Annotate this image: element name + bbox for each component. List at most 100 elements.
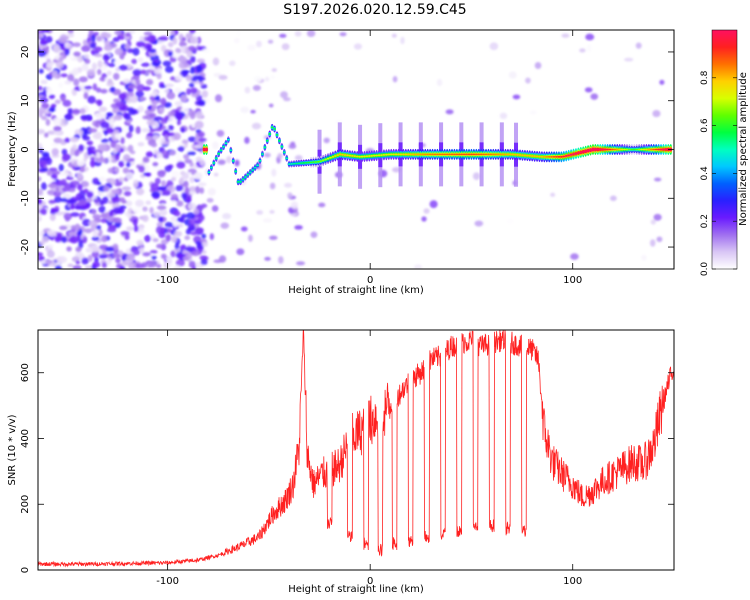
spectrogram-ridge-cell: [231, 159, 235, 162]
spectrogram-ridge-cell: [234, 170, 238, 173]
spectrogram-cell: [38, 107, 46, 115]
spectrogram-cell: [173, 220, 179, 228]
spectrogram-cell: [195, 218, 203, 224]
spectrogram-cell: [111, 196, 117, 204]
spectrogram-cell: [47, 229, 57, 237]
spectrogram-ridge-cell: [236, 180, 240, 183]
spectrogram-x-label: Height of straight line (km): [288, 285, 424, 296]
spectrogram-cell: [159, 209, 168, 216]
spectrogram-ridge-cell: [214, 157, 218, 160]
spectrogram-cell: [46, 62, 53, 69]
spectrogram-ridge-cell: [258, 159, 262, 162]
spectrogram-ridge-cell: [567, 154, 571, 157]
spectrogram-cell: [84, 85, 93, 90]
spectrogram-cell: [97, 143, 107, 151]
spectrogram-cell: [132, 218, 138, 226]
spectrogram-cell: [114, 154, 120, 161]
spectrogram-cell: [167, 110, 177, 119]
snr-y-ticks: 0 200 400 600: [20, 363, 674, 573]
spectrogram-cell: [83, 188, 89, 194]
spectrogram-cell: [175, 259, 185, 267]
spectrogram-ridge-cell: [494, 153, 498, 156]
spectrogram-cell: [173, 230, 183, 237]
spectrogram-cell: [126, 172, 134, 180]
spectrogram-ridge-cell: [399, 153, 403, 156]
spectrogram-cell: [64, 113, 73, 121]
spectrogram-ridge-cell: [350, 154, 354, 157]
spectrogram-cell: [174, 243, 180, 251]
spectrogram-ridge-cell: [226, 138, 230, 141]
spectrogram-ridge-cell: [572, 153, 575, 156]
spectrogram-cell: [69, 137, 79, 143]
colorbar-tick-label: 0.2: [700, 214, 710, 228]
spectrogram-cell: [240, 106, 250, 114]
spectrogram-cell: [233, 38, 240, 44]
spectrogram-ridge-cell: [307, 161, 311, 164]
spectrogram-cell: [414, 264, 423, 269]
spectrogram-cell: [93, 31, 99, 36]
spectrogram-cell: [283, 97, 291, 102]
spectrogram-cell: [653, 213, 662, 221]
spectrogram-cell: [109, 118, 114, 125]
spectrogram-cell: [278, 256, 284, 264]
snr-x-ticks: -100 0 100: [156, 330, 582, 587]
spectrogram-ridge-cell: [555, 155, 558, 158]
spectrogram-cell: [247, 44, 256, 51]
spectrogram-cell: [77, 183, 83, 191]
spectrogram-cell: [198, 137, 207, 143]
spectrogram-cell: [287, 192, 293, 199]
spectrogram-cell: [170, 250, 176, 258]
spectrogram-ridge-cell: [219, 149, 223, 152]
spectrogram-cell: [133, 224, 139, 233]
spectrogram-cell: [82, 236, 88, 244]
spectrogram-cell: [184, 235, 191, 240]
spectrogram-cell: [84, 58, 91, 65]
spectrogram-cell: [106, 70, 112, 76]
spectrogram-ridge-cell: [491, 153, 495, 156]
spectrogram-cell: [156, 263, 162, 269]
spectrogram-cell: [51, 154, 60, 158]
spectrogram-ridge-cell: [205, 148, 208, 151]
spectrogram-ridge-cell: [380, 154, 383, 156]
spectrogram-ridge-cell: [460, 153, 464, 156]
spectrogram-cell: [194, 120, 204, 129]
spectrogram-ridge-cell: [645, 148, 648, 151]
spectrogram-cell: [142, 156, 150, 163]
spectrogram-cell: [145, 44, 152, 51]
spectrogram-ridge-cell: [377, 154, 381, 157]
spectrogram-cell: [38, 129, 46, 135]
spectrogram-cell: [98, 205, 106, 213]
spectrogram-ridge-cell: [401, 153, 405, 156]
spectrogram-cell: [49, 213, 56, 221]
spectrogram-ridge-cell: [365, 155, 369, 158]
spectrogram-cell: [147, 260, 157, 268]
spectrogram-cell: [100, 88, 108, 94]
spectrogram-cell: [145, 136, 153, 141]
spectrogram-cell: [506, 218, 515, 225]
spectrogram-cell: [152, 100, 159, 105]
spectrogram-cell: [39, 39, 48, 46]
spectrogram-cell: [52, 70, 58, 79]
spectrogram-cell: [78, 144, 85, 152]
spectrogram-cell: [99, 113, 107, 118]
spectrogram-cell: [164, 88, 170, 94]
spectrogram-cell: [92, 261, 101, 268]
spectrogram-cell: [118, 177, 125, 182]
spectrogram-ridge-cell: [482, 153, 486, 156]
spectrogram-cell: [127, 83, 137, 89]
spectrogram-ridge-cell: [513, 153, 517, 156]
spectrogram-ridge-cell: [297, 162, 301, 165]
spectrogram-ridge-cell: [217, 152, 221, 155]
spectrogram-cell: [212, 141, 219, 150]
spectrogram-cell: [180, 45, 186, 54]
spectrogram-cell: [167, 51, 174, 57]
spectrogram-cell: [125, 226, 134, 231]
spectrogram-cell: [132, 206, 142, 214]
colorbar-gradient: [712, 30, 737, 269]
spectrogram-cell: [264, 76, 270, 82]
colorbar-tick-label: 0.8: [700, 70, 710, 85]
spectrogram-ridge-cell: [431, 153, 434, 156]
spectrogram-cell: [267, 39, 274, 44]
spectrogram-cell: [50, 208, 60, 214]
